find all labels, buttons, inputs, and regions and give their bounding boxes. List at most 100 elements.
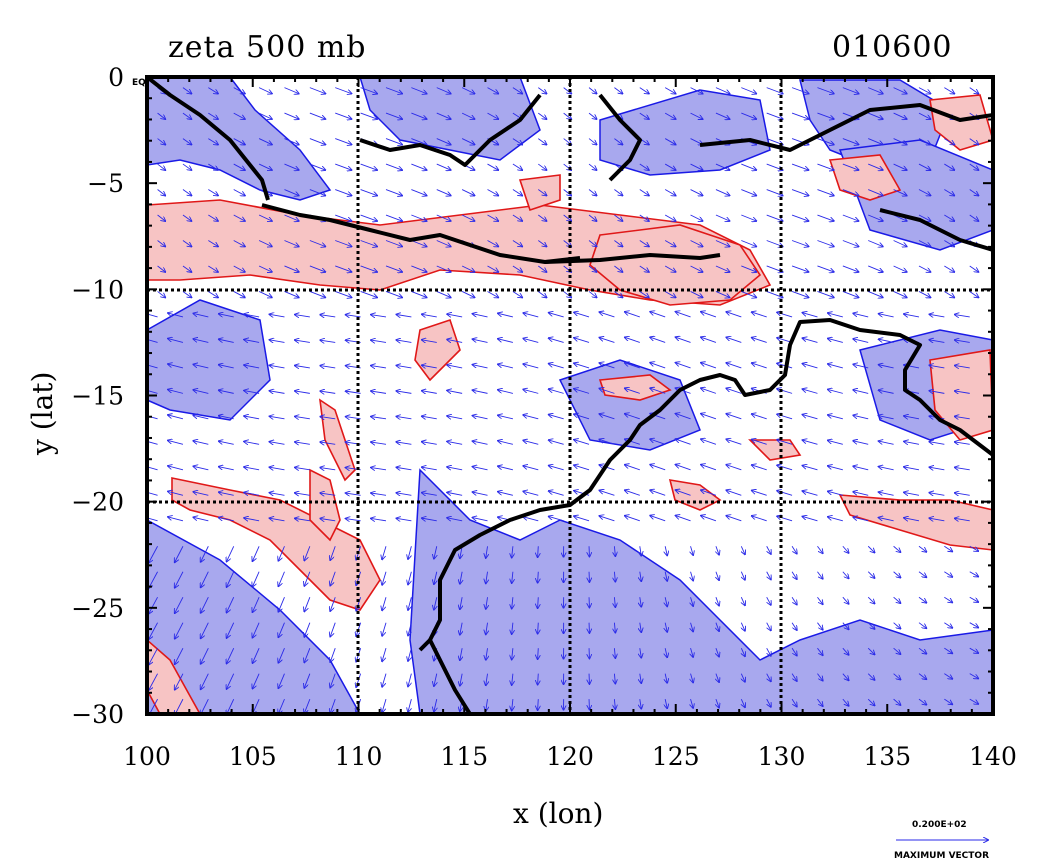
- wind-vector: [817, 87, 833, 94]
- wind-vector: [842, 698, 849, 706]
- wind-vector: [408, 546, 412, 559]
- wind-vector: [335, 87, 351, 94]
- wind-vector: [664, 189, 675, 196]
- wind-vector: [664, 138, 675, 145]
- wind-vector: [182, 138, 191, 145]
- wind-vector: [201, 647, 209, 664]
- wind-vector: [252, 673, 260, 689]
- wind-vector: [842, 265, 859, 272]
- wind-vector: [193, 313, 209, 318]
- wind-vector: [650, 490, 666, 496]
- x-tick-label: 115: [440, 742, 488, 771]
- wind-vector: [523, 313, 539, 318]
- wind-vector: [791, 87, 808, 94]
- wind-vector: [817, 596, 822, 604]
- wind-vector: [538, 189, 546, 196]
- wind-vector: [893, 138, 907, 145]
- wind-vector: [233, 112, 245, 119]
- wind-vector: [614, 546, 615, 556]
- wind-vector: [625, 337, 640, 343]
- wind-vector: [371, 417, 387, 419]
- wind-vector: [842, 87, 859, 94]
- wind-vector: [371, 340, 387, 342]
- wind-vector: [360, 214, 377, 221]
- wind-vector: [715, 189, 730, 196]
- wind-vector: [625, 465, 640, 471]
- wind-vector: [498, 364, 513, 369]
- wind-vector: [168, 491, 184, 496]
- wind-vector: [574, 414, 590, 420]
- wind-vector: [269, 416, 285, 419]
- wind-vector: [650, 516, 666, 522]
- wind-vector: [574, 312, 590, 318]
- wind-vector: [752, 465, 767, 471]
- wind-vector: [904, 314, 920, 317]
- wind-vector: [460, 571, 462, 584]
- wind-vector: [360, 240, 377, 246]
- wind-vector: [473, 390, 488, 394]
- wind-vector: [741, 240, 756, 246]
- wind-vector: [219, 492, 234, 496]
- wind-vector: [944, 596, 952, 602]
- wind-vector: [411, 112, 426, 119]
- wind-vector: [360, 265, 377, 272]
- wind-vector: [396, 416, 412, 418]
- wind-vector: [665, 622, 667, 632]
- wind-vector: [219, 390, 234, 394]
- wind-vector: [944, 673, 952, 679]
- wind-vector: [486, 699, 488, 711]
- wind-vector: [447, 416, 463, 419]
- wind-vector: [258, 112, 272, 119]
- positive-vorticity-regions: [147, 94, 993, 714]
- wind-vector: [969, 189, 979, 196]
- wind-vector: [741, 214, 756, 221]
- wind-vector: [766, 622, 771, 631]
- wind-vector: [309, 240, 326, 246]
- wind-vector: [741, 112, 756, 119]
- wind-vector: [791, 673, 797, 681]
- wind-vector: [944, 87, 954, 94]
- wind-vector: [360, 189, 377, 196]
- wind-vector: [726, 439, 742, 445]
- wind-vector: [447, 339, 463, 342]
- wind-vector: [523, 466, 539, 471]
- wind-vector: [512, 699, 513, 710]
- negative-region: [147, 299, 271, 421]
- wind-vector: [955, 416, 970, 418]
- wind-vector: [335, 189, 351, 196]
- wind-vector: [193, 415, 209, 420]
- wind-vector: [791, 214, 808, 221]
- coastline-newguinea: [699, 103, 993, 152]
- chart-timestamp: 010600: [832, 30, 953, 65]
- wind-vector: [422, 442, 437, 445]
- wind-vector: [969, 163, 979, 170]
- wind-vector: [447, 390, 463, 393]
- wind-vector: [382, 571, 387, 585]
- wind-vector: [269, 340, 285, 343]
- wind-vector: [828, 466, 843, 471]
- wind-vector: [396, 518, 412, 520]
- wind-vector: [512, 265, 522, 272]
- wind-vector: [802, 516, 818, 522]
- wind-vector: [853, 441, 869, 445]
- wind-vector: [523, 517, 539, 522]
- wind-vector: [219, 339, 234, 343]
- wind-vector: [244, 365, 260, 368]
- wind-vector: [168, 415, 184, 420]
- wind-vector: [766, 189, 783, 196]
- wind-vector: [422, 467, 437, 470]
- wind-vector: [512, 138, 522, 145]
- plot-area: [145, 75, 995, 716]
- wind-vector: [382, 648, 387, 661]
- wind-vector: [219, 416, 234, 420]
- wind-vector: [726, 312, 742, 318]
- wind-vector: [168, 313, 184, 318]
- wind-vector: [182, 240, 191, 246]
- wind-vector: [716, 648, 719, 656]
- wind-vector: [304, 648, 311, 662]
- x-tick-label: 130: [758, 742, 806, 771]
- wind-vector: [690, 189, 703, 196]
- wind-vector: [625, 388, 640, 394]
- wind-vector: [523, 491, 539, 496]
- wind-vector: [208, 87, 218, 94]
